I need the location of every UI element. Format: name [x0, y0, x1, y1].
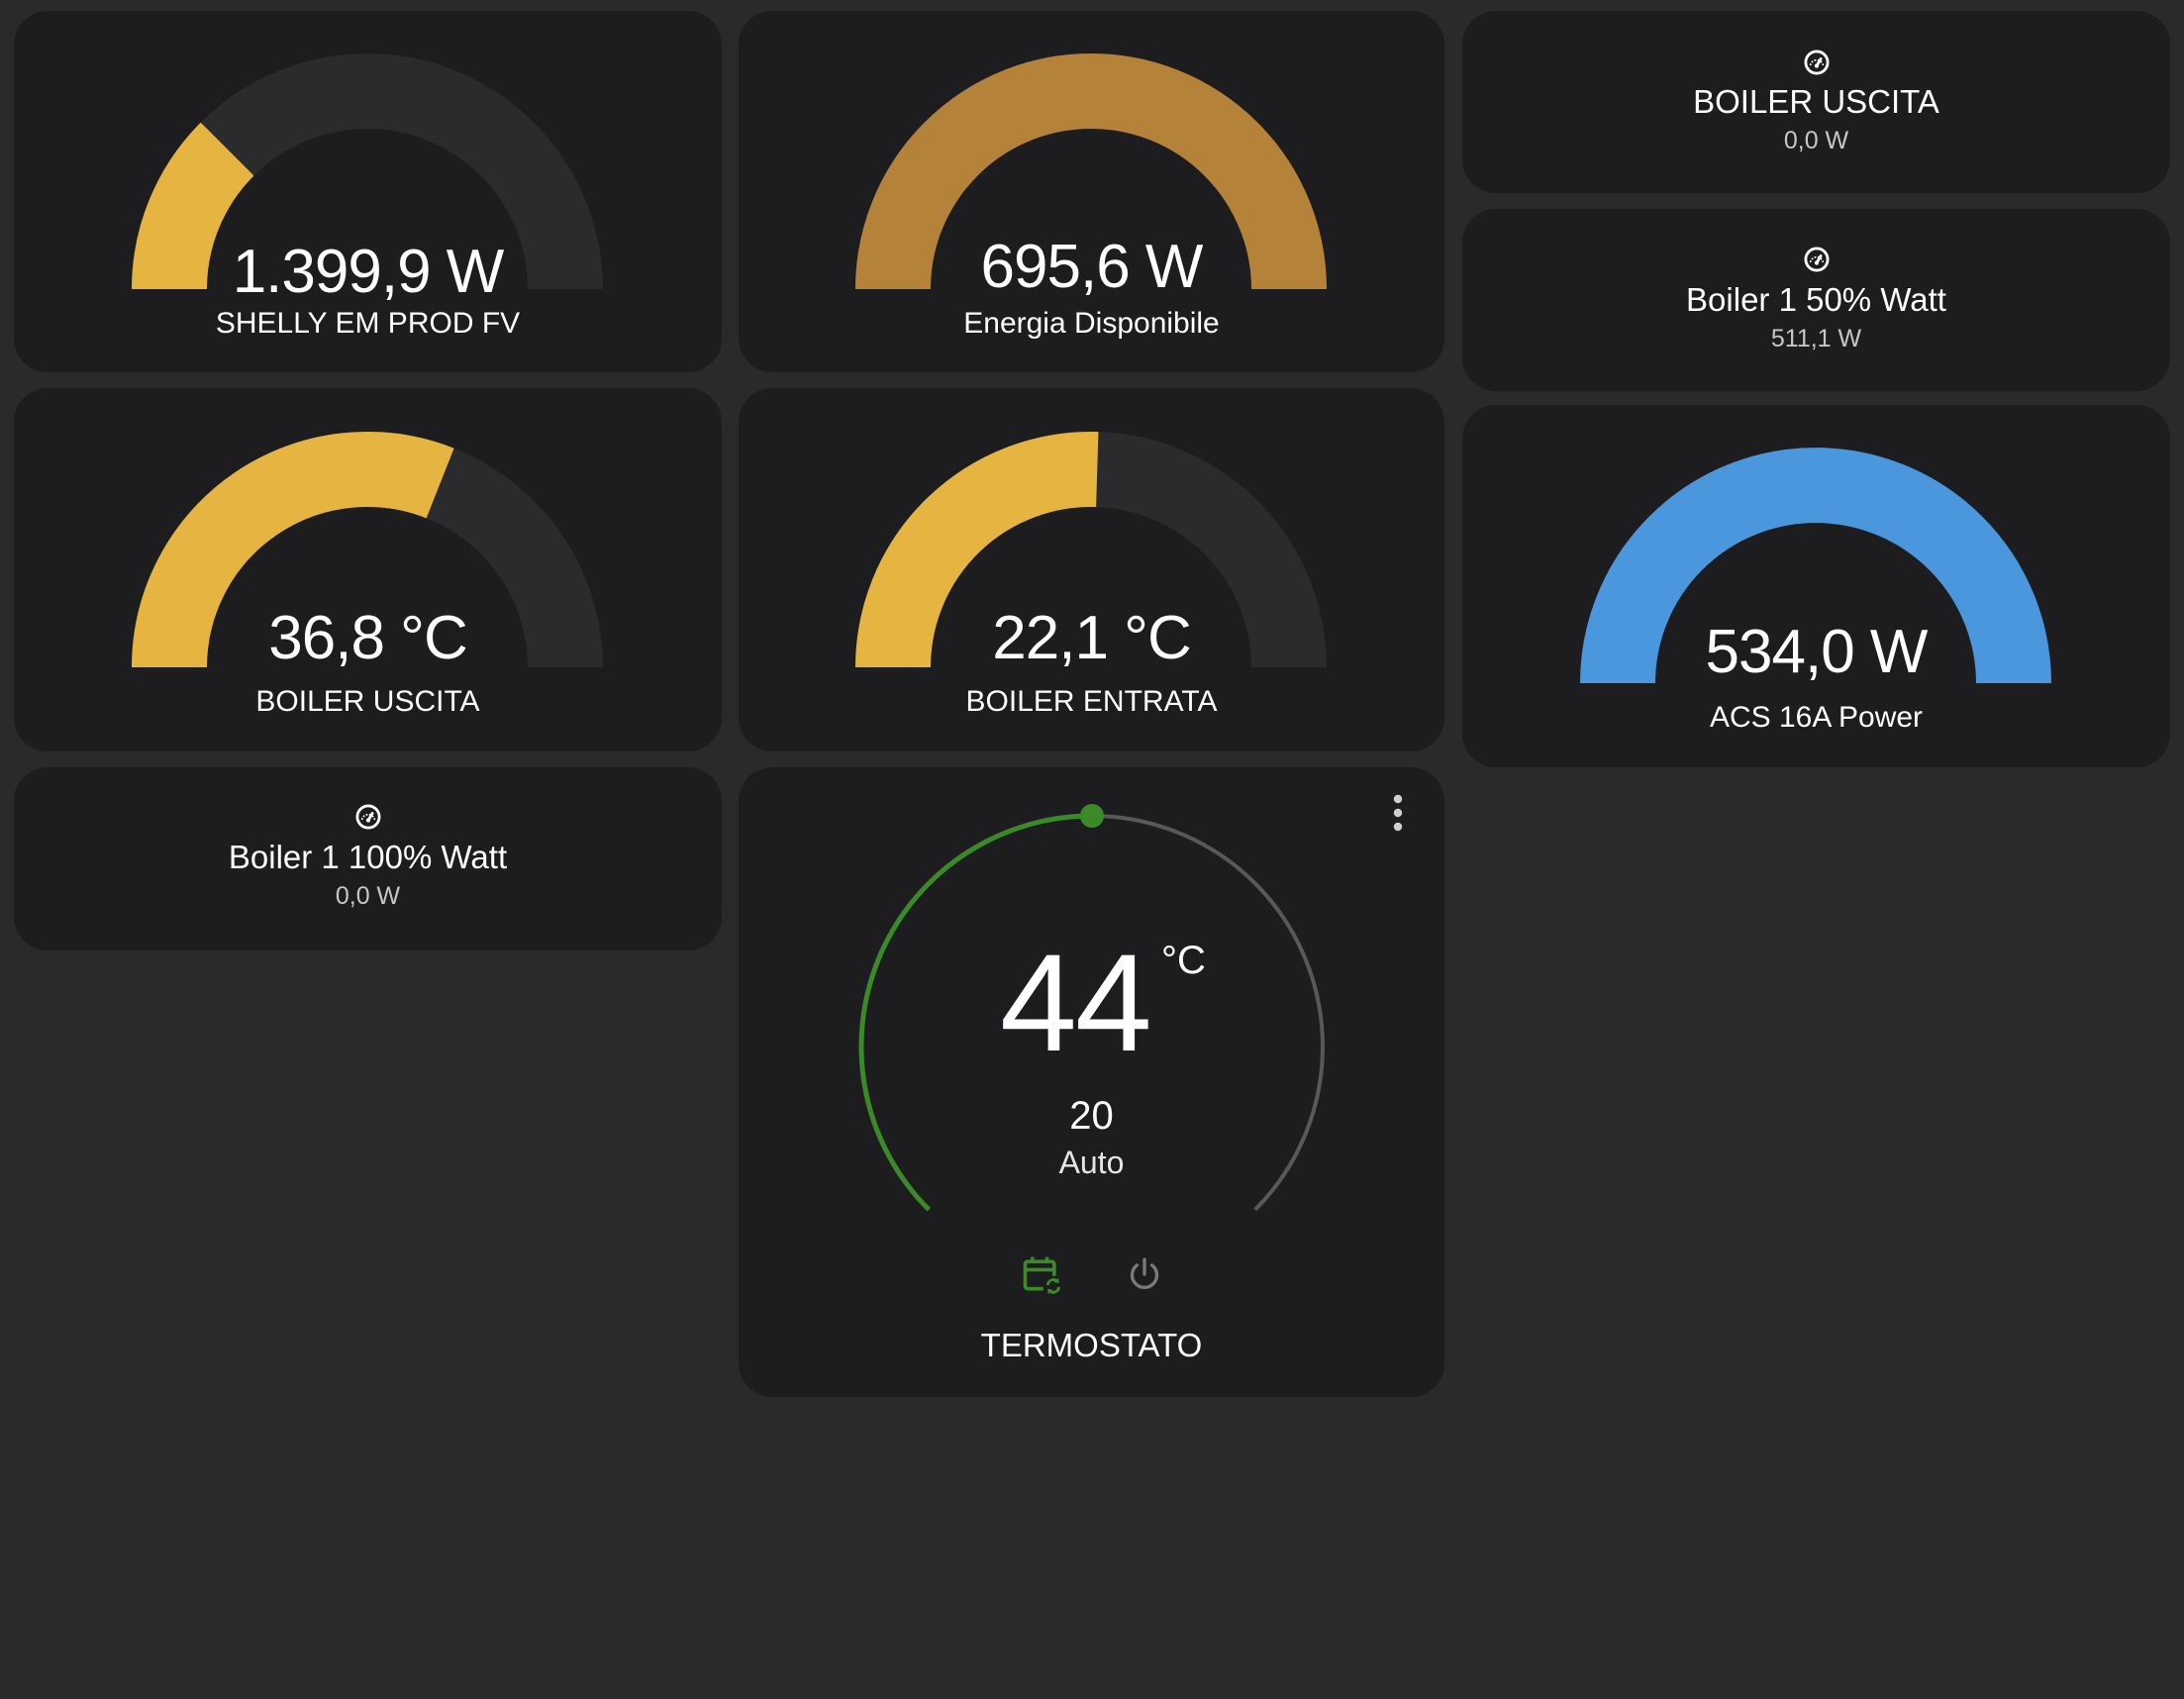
gauge-name: BOILER ENTRATA — [965, 685, 1218, 718]
hvac-mode: Auto — [1058, 1145, 1125, 1180]
gauge-value: 36,8 °C — [268, 604, 467, 672]
gauge-card-boiler-uscita[interactable]: 36,8 °C BOILER USCITA — [14, 388, 722, 751]
entity-card-boiler-50[interactable]: Boiler 1 50% Watt 511,1 W — [1462, 209, 2170, 391]
thermostat-active-arc — [858, 813, 1093, 1212]
gauge-name: ACS 16A Power — [1709, 701, 1924, 734]
gauge-boiler-uscita — [132, 432, 603, 668]
gauge-fill — [855, 432, 1099, 668]
gauge-boiler-entrata — [855, 432, 1327, 668]
gauge-card-shelly[interactable]: 1.399,9 W SHELLY EM PROD FV — [14, 11, 722, 372]
gauge-value: 534,0 W — [1705, 618, 1929, 686]
current-temperature: 44 — [1000, 925, 1152, 1080]
temperature-unit: °C — [1161, 939, 1206, 982]
entity-state: 0,0 W — [335, 882, 401, 910]
gauge-value: 695,6 W — [980, 233, 1204, 301]
entity-name: Boiler 1 100% Watt — [228, 839, 508, 875]
gauge-name: SHELLY EM PROD FV — [215, 307, 521, 340]
entity-state: 0,0 W — [1783, 127, 1849, 154]
entity-card-boiler-100[interactable]: Boiler 1 100% Watt 0,0 W — [14, 767, 722, 950]
gauge-card-boiler-entrata[interactable]: 22,1 °C BOILER ENTRATA — [739, 388, 1444, 751]
entity-name: BOILER USCITA — [1693, 83, 1939, 120]
gauge-shelly — [132, 53, 603, 290]
gauge-icon — [1804, 247, 1829, 272]
thermostat-name: TERMOSTATO — [980, 1327, 1203, 1363]
gauge-fill — [132, 432, 454, 668]
gauge-value: 1.399,9 W — [232, 238, 505, 306]
entity-state: 511,1 W — [1770, 325, 1862, 352]
gauge-icon — [355, 804, 380, 830]
gauge-fill — [855, 53, 1327, 290]
gauge-fill — [132, 122, 255, 290]
more-options-icon[interactable] — [1392, 794, 1404, 834]
thermostat-dial[interactable] — [739, 767, 1444, 1397]
target-temperature: 20 — [1069, 1094, 1114, 1138]
gauge-energia — [855, 53, 1327, 290]
thermostat-card[interactable]: 44 °C 20 Auto TERMOSTATO — [739, 767, 1444, 1397]
gauge-card-energia[interactable]: 695,6 W Energia Disponibile — [739, 11, 1444, 372]
gauge-value: 22,1 °C — [992, 604, 1191, 672]
thermostat-slider-handle[interactable] — [1080, 804, 1104, 828]
entity-name: Boiler 1 50% Watt — [1686, 281, 1946, 318]
gauge-icon — [1804, 50, 1829, 75]
gauge-fill — [1580, 448, 2051, 684]
gauge-acs — [1580, 448, 2051, 684]
power-icon[interactable] — [1125, 1254, 1164, 1294]
gauge-name: Energia Disponibile — [963, 307, 1220, 340]
entity-card-boiler-uscita[interactable]: BOILER USCITA 0,0 W — [1462, 11, 2170, 193]
calendar-sync-icon[interactable] — [1020, 1252, 1063, 1296]
gauge-card-acs[interactable]: 534,0 W ACS 16A Power — [1462, 405, 2170, 767]
gauge-name: BOILER USCITA — [255, 685, 480, 718]
